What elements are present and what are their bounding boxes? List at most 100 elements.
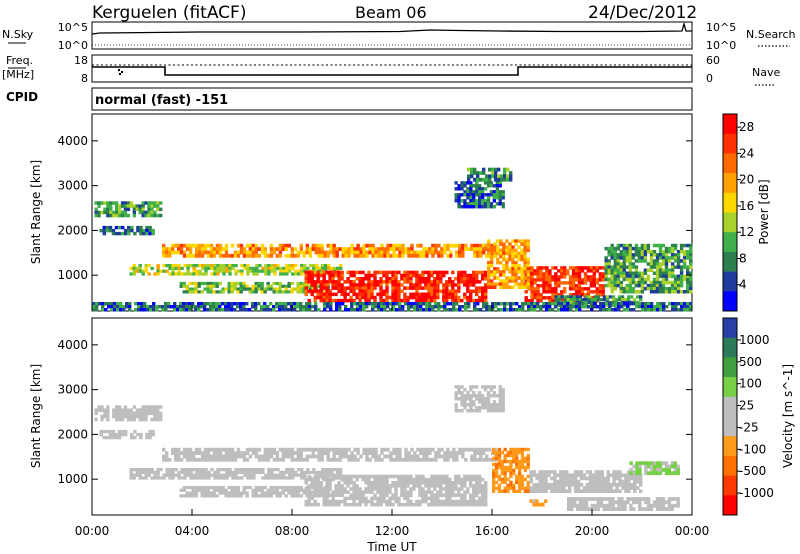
data-cell-5 bbox=[406, 496, 410, 501]
data-cell-0 bbox=[141, 408, 145, 412]
data-cell-5 bbox=[475, 493, 479, 497]
data-cell-10 bbox=[664, 265, 669, 269]
data-cell-5 bbox=[346, 474, 350, 479]
data-cell-7 bbox=[497, 465, 502, 470]
data-cell-12 bbox=[428, 305, 432, 309]
data-cell-3 bbox=[234, 272, 238, 276]
data-cell-5 bbox=[394, 487, 398, 491]
data-cell-6 bbox=[463, 190, 467, 194]
data-cell-6 bbox=[498, 388, 502, 392]
data-cell-10 bbox=[637, 274, 642, 279]
data-cell-3 bbox=[276, 476, 280, 480]
data-cell-0 bbox=[118, 408, 122, 412]
data-cell-4 bbox=[206, 290, 210, 294]
beam-title: Beam 06 bbox=[355, 3, 427, 22]
data-cell-8 bbox=[600, 479, 604, 484]
data-cell-7 bbox=[492, 468, 496, 473]
data-cell-5 bbox=[379, 477, 383, 482]
data-cell-7 bbox=[503, 471, 507, 476]
data-cell-5 bbox=[427, 496, 431, 501]
data-cell-5 bbox=[409, 277, 413, 281]
data-cell-5 bbox=[310, 280, 314, 284]
data-cell-2 bbox=[245, 250, 250, 255]
data-cell-3 bbox=[177, 269, 181, 273]
data-cell-6 bbox=[483, 397, 488, 401]
data-cell-5 bbox=[466, 295, 470, 300]
data-cell-5 bbox=[409, 499, 413, 504]
data-cell-2 bbox=[206, 253, 211, 258]
data-cell-8 bbox=[588, 486, 593, 490]
data-cell-8 bbox=[577, 293, 582, 297]
data-cell-4 bbox=[257, 485, 261, 490]
data-cell-4 bbox=[197, 281, 201, 286]
data-cell-9 bbox=[493, 245, 497, 249]
data-cell-10 bbox=[664, 268, 669, 272]
data-cell-0 bbox=[135, 414, 139, 419]
data-cell-12 bbox=[656, 305, 660, 309]
data-cell-0 bbox=[144, 201, 148, 205]
data-cell-0 bbox=[156, 411, 160, 416]
data-cell-2 bbox=[410, 454, 414, 459]
data-cell-5 bbox=[304, 280, 308, 284]
data-cell-3 bbox=[180, 470, 184, 474]
data-cell-10 bbox=[686, 280, 690, 285]
data-cell-5 bbox=[385, 286, 389, 290]
data-cell-8 bbox=[618, 476, 622, 481]
data-cell-5 bbox=[319, 490, 323, 494]
data-cell-7 bbox=[500, 468, 504, 473]
data-cell-2 bbox=[374, 253, 378, 258]
data-cell-5 bbox=[400, 477, 404, 482]
data-cell-10 bbox=[610, 280, 614, 285]
data-cell-5 bbox=[460, 273, 464, 278]
station-title: Kerguelen (fitACF) bbox=[92, 3, 246, 23]
data-cell-11 bbox=[590, 503, 595, 508]
data-cell-2 bbox=[476, 247, 480, 251]
data-cell-5 bbox=[439, 270, 443, 275]
data-cell-5 bbox=[415, 270, 419, 275]
data-cell-12 bbox=[467, 305, 471, 309]
data-cell-2 bbox=[174, 447, 178, 452]
data-cell-12 bbox=[134, 302, 138, 306]
data-cell-10 bbox=[670, 283, 675, 288]
data-cell-0 bbox=[141, 210, 145, 215]
data-cell-7 bbox=[518, 471, 522, 476]
data-cell-5 bbox=[361, 286, 365, 290]
data-cell-5 bbox=[421, 280, 425, 284]
data-cell-1 bbox=[114, 432, 119, 437]
data-cell-12 bbox=[293, 308, 297, 312]
data-cell-3 bbox=[267, 473, 271, 477]
data-cell-10 bbox=[676, 250, 681, 254]
data-cell-11 bbox=[569, 300, 573, 305]
data-cell-5 bbox=[319, 292, 323, 297]
data-cell-5 bbox=[475, 499, 479, 504]
data-cell-3 bbox=[240, 470, 244, 474]
data-cell-7 bbox=[500, 450, 504, 455]
data-cell-6 bbox=[463, 199, 467, 203]
data-cell-7 bbox=[523, 489, 527, 493]
data-cell-9 bbox=[523, 257, 527, 262]
data-cell-3 bbox=[216, 468, 220, 472]
data-cell-8 bbox=[529, 486, 533, 490]
data-cell-3 bbox=[246, 266, 250, 270]
data-cell-1 bbox=[120, 429, 125, 434]
data-cell-1 bbox=[148, 231, 152, 236]
data-cell-5 bbox=[397, 474, 401, 479]
data-cell-3 bbox=[309, 264, 313, 268]
data-cell-3 bbox=[273, 269, 277, 273]
data-cell-2 bbox=[482, 250, 486, 255]
data-cell-7 bbox=[518, 465, 522, 470]
data-cell-5 bbox=[334, 474, 338, 479]
data-cell-3 bbox=[156, 272, 160, 276]
data-cell-8 bbox=[533, 272, 537, 276]
data-cell-2 bbox=[162, 247, 166, 251]
data-cell-5 bbox=[352, 493, 356, 497]
data-cell-9 bbox=[508, 270, 512, 274]
data-cell-7 bbox=[494, 474, 499, 479]
data-cell-6 bbox=[478, 184, 482, 188]
data-cell-9 bbox=[523, 242, 527, 246]
data-cell-4 bbox=[227, 284, 231, 288]
colorbar-tick-label: 1000 bbox=[739, 333, 770, 347]
data-cell-5 bbox=[373, 502, 377, 507]
data-cell-4 bbox=[275, 281, 279, 286]
data-cell-8 bbox=[633, 483, 637, 487]
